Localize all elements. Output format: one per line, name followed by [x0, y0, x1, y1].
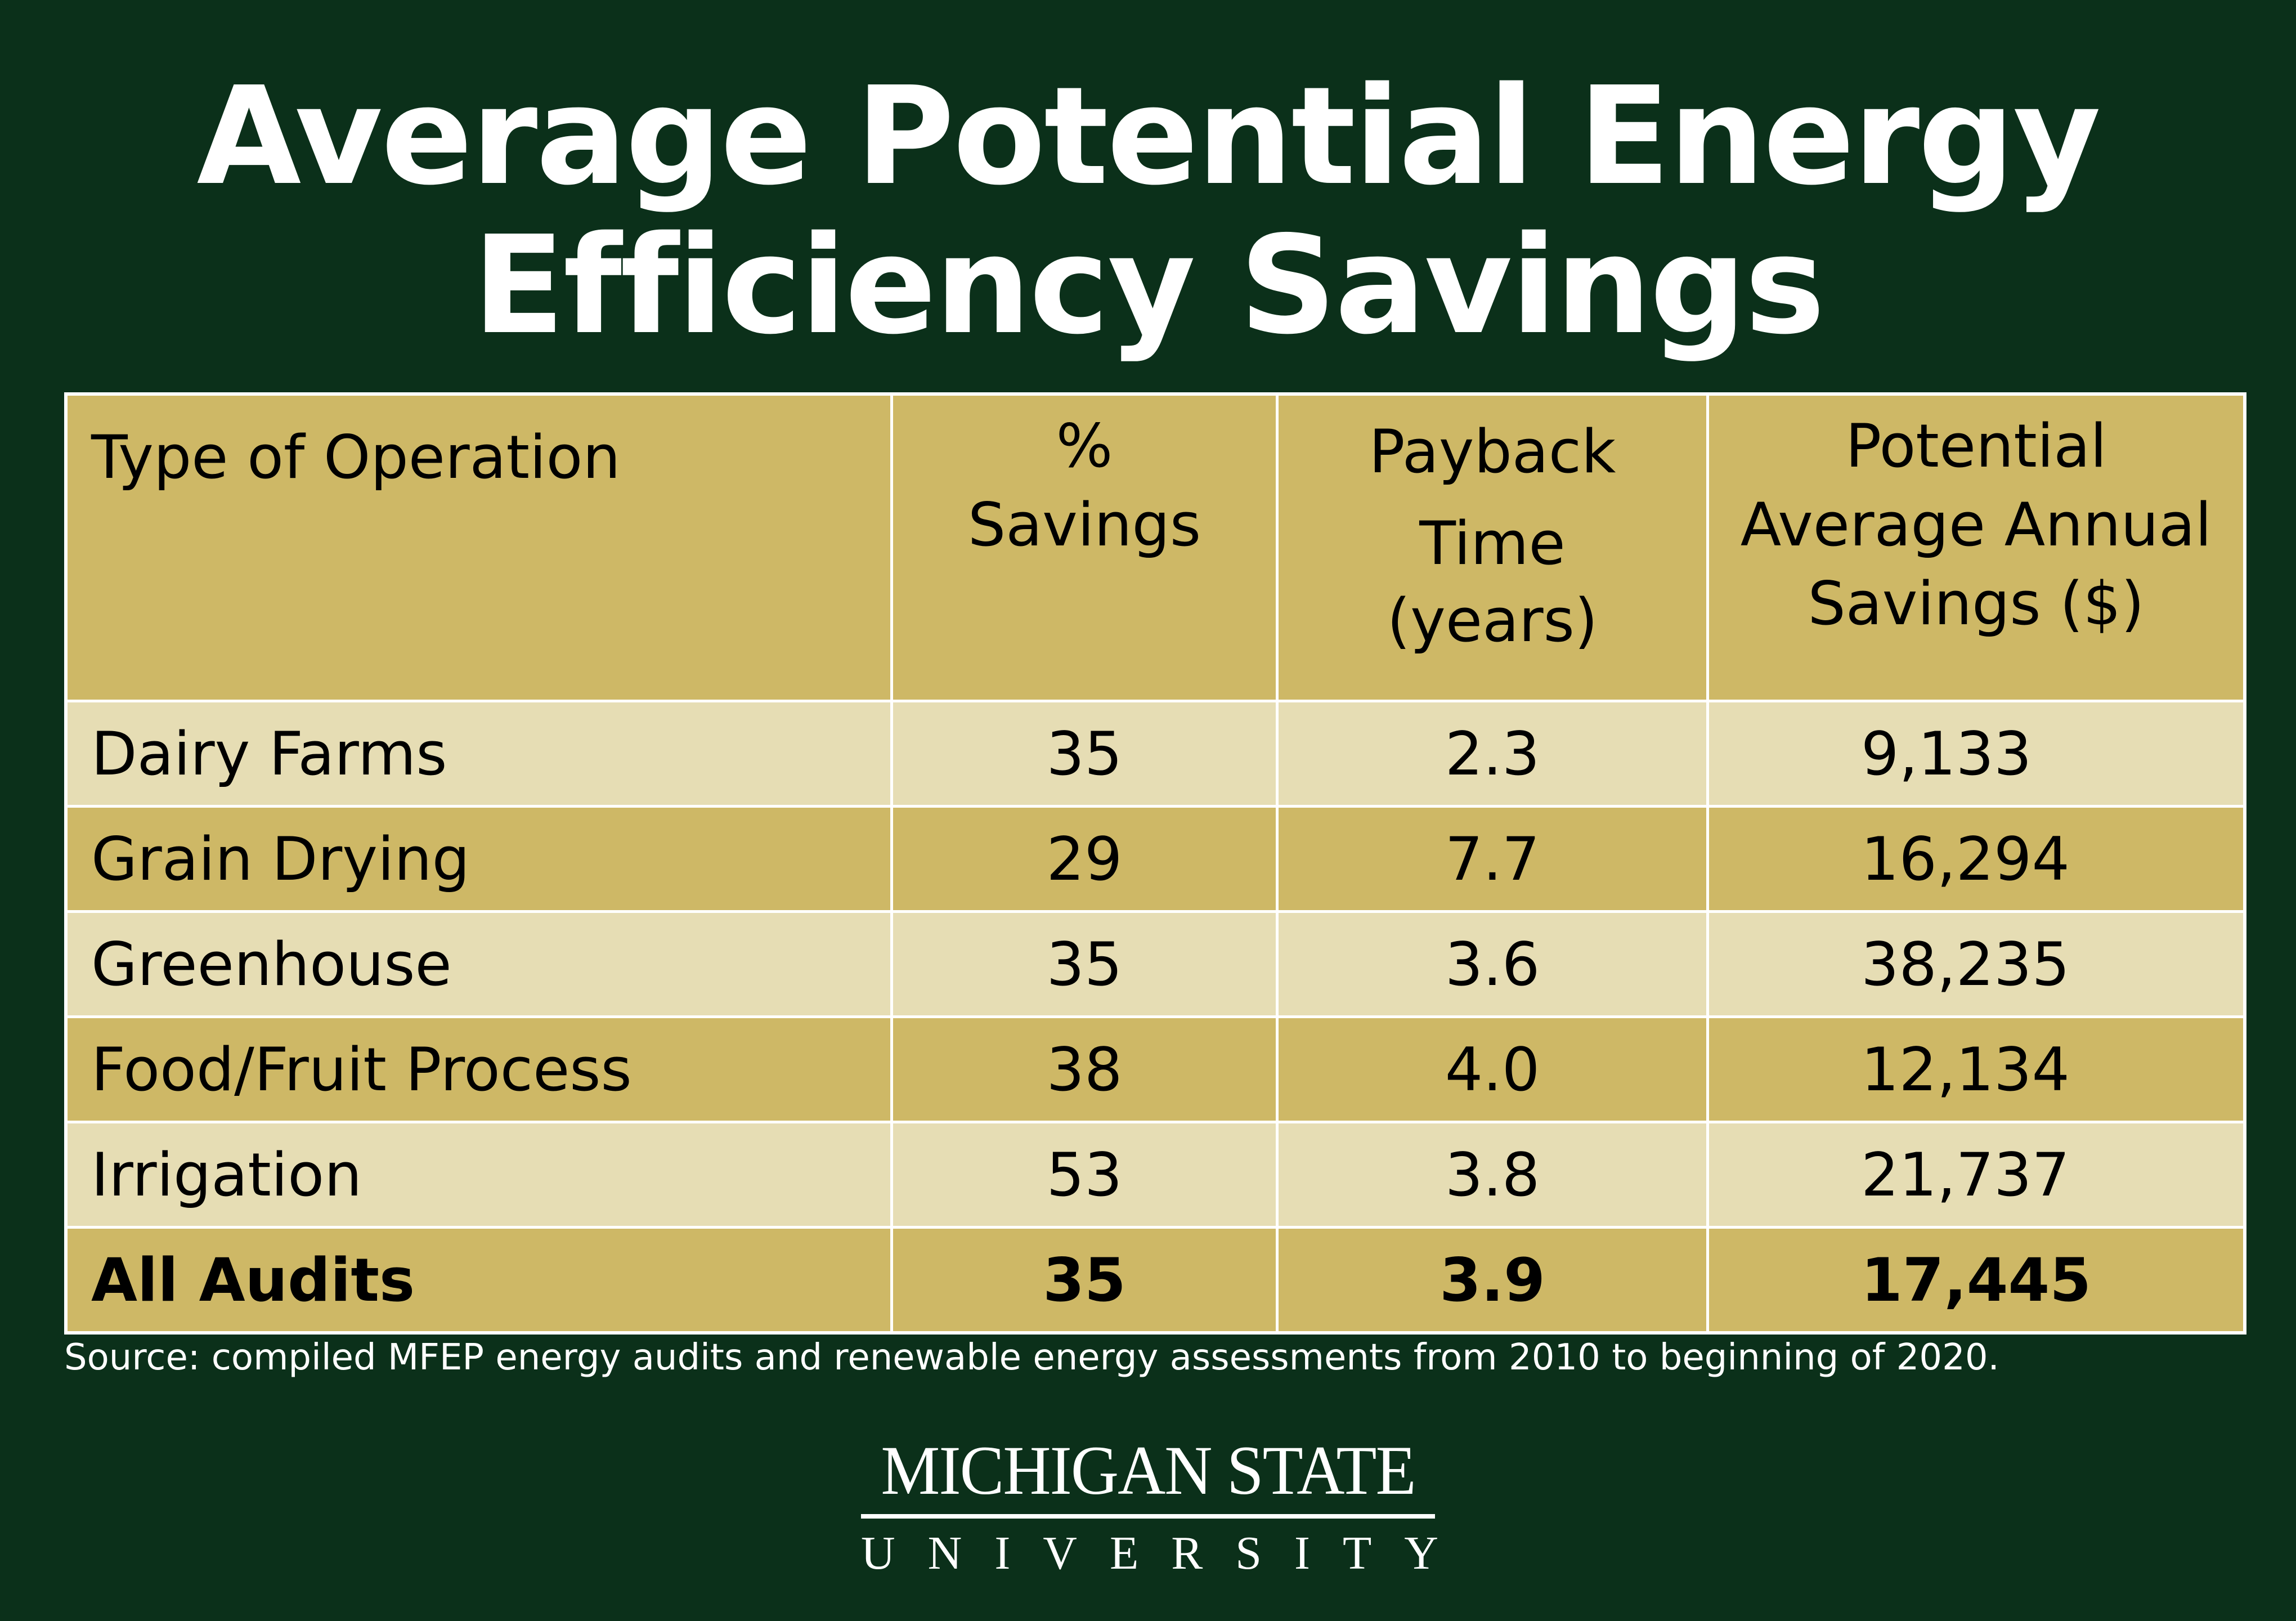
cell-payback: 2.3	[1276, 700, 1709, 808]
cell-operation: Food/Fruit Process	[64, 1015, 893, 1123]
header-text: %	[1056, 411, 1113, 481]
cell-savings: 16,294	[1706, 805, 2246, 913]
cell-operation: Dairy Farms	[64, 700, 893, 808]
table-row: Dairy Farms 35 2.3 9,133	[64, 700, 2246, 808]
header-text: (years)	[1387, 586, 1598, 655]
cell-operation: Greenhouse	[64, 910, 893, 1018]
total-row: All Audits 35 3.9 17,445	[64, 1226, 2246, 1335]
cell-percent: 29	[890, 805, 1279, 913]
cell-percent: 35	[890, 910, 1279, 1018]
cell-operation: Grain Drying	[64, 805, 893, 913]
page-title: Average Potential Energy Efficiency Savi…	[0, 62, 2296, 360]
source-note: Source: compiled MFEP energy audits and …	[64, 1337, 1999, 1378]
header-text: Time	[1419, 509, 1566, 578]
header-text: Payback	[1369, 417, 1616, 486]
table-row: Food/Fruit Process 38 4.0 12,134	[64, 1015, 2246, 1123]
cell-percent: 38	[890, 1015, 1279, 1123]
cell-operation: Irrigation	[64, 1121, 893, 1229]
cell-percent: 53	[890, 1121, 1279, 1229]
header-payback-time: Payback Time (years)	[1276, 392, 1709, 702]
logo-line-2: UNIVERSITY	[861, 1527, 1471, 1579]
header-text: Potential	[1845, 411, 2107, 481]
cell-payback: 3.6	[1276, 910, 1709, 1018]
header-text: Type of Operation	[91, 423, 621, 492]
cell-savings: 38,235	[1706, 910, 2246, 1018]
cell-payback: 3.9	[1276, 1226, 1709, 1335]
table-row: Grain Drying 29 7.7 16,294	[64, 805, 2246, 913]
cell-payback: 4.0	[1276, 1015, 1709, 1123]
cell-percent: 35	[890, 1226, 1279, 1335]
table-row: Greenhouse 35 3.6 38,235	[64, 910, 2246, 1018]
msu-logo: MICHIGAN STATE UNIVERSITY	[861, 1431, 1438, 1577]
cell-savings: 21,737	[1706, 1121, 2246, 1229]
savings-table: Type of Operation % Savings Payback Time…	[64, 392, 2246, 1335]
logo-line-1: MICHIGAN STATE	[881, 1431, 1416, 1510]
cell-payback: 3.8	[1276, 1121, 1709, 1229]
cell-savings: 9,133	[1706, 700, 2246, 808]
header-row: Type of Operation % Savings Payback Time…	[64, 392, 2246, 702]
header-text: Average Annual	[1740, 490, 2212, 559]
cell-operation: All Audits	[64, 1226, 893, 1335]
header-percent-savings: % Savings	[890, 392, 1279, 702]
logo-divider	[861, 1514, 1435, 1519]
cell-savings: 17,445	[1706, 1226, 2246, 1335]
header-text: Savings	[967, 490, 1201, 559]
cell-savings: 12,134	[1706, 1015, 2246, 1123]
table-row: Irrigation 53 3.8 21,737	[64, 1121, 2246, 1229]
cell-payback: 7.7	[1276, 805, 1709, 913]
cell-percent: 35	[890, 700, 1279, 808]
title-line-2: Efficiency Savings	[472, 207, 1826, 364]
header-text: Savings ($)	[1808, 569, 2145, 638]
header-type-of-operation: Type of Operation	[64, 392, 893, 702]
header-annual-savings: Potential Average Annual Savings ($)	[1706, 392, 2246, 702]
title-line-1: Average Potential Energy	[196, 57, 2101, 215]
